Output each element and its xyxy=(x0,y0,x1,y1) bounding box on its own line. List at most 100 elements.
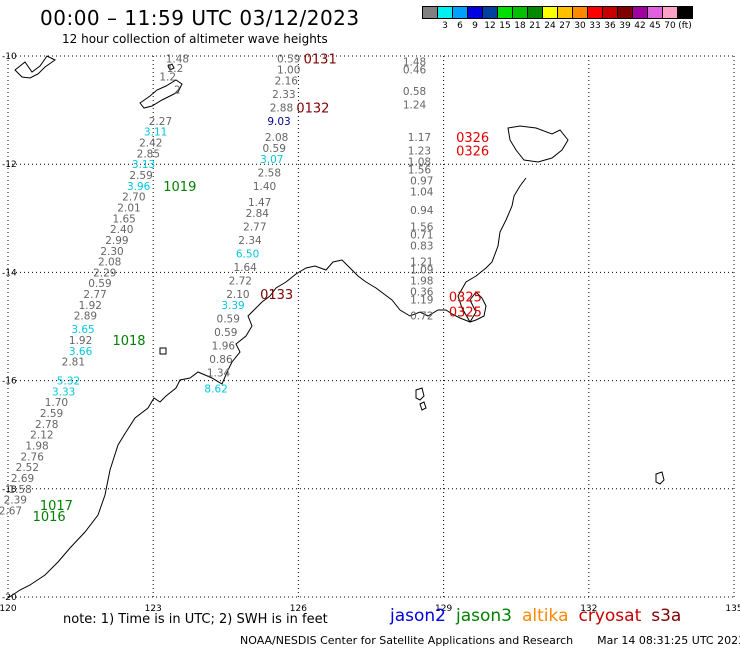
wave-height-value: 2.81 xyxy=(62,357,85,369)
wave-height-value: 2.01 xyxy=(117,202,140,214)
wave-height-value: 1.19 xyxy=(410,294,433,306)
pass-time-label: 1017 xyxy=(40,499,73,514)
latitude-tick-label: -18 xyxy=(2,485,17,495)
coastline-croker-island xyxy=(655,471,665,485)
wave-height-value: 1.48 xyxy=(403,56,426,68)
wave-height-value: 1.09 xyxy=(410,265,433,277)
wave-height-value: 2.40 xyxy=(110,224,133,236)
wave-height-value: 2.52 xyxy=(16,462,39,474)
wave-height-value: 1.96 xyxy=(212,340,236,352)
wave-height-value: 3.65 xyxy=(71,324,94,336)
wave-height-value: 2.39 xyxy=(4,495,27,507)
pass-time-label: 1016 xyxy=(33,510,66,525)
wave-height-labels: 1.481.21.222.273.112.422.853.132.593.962… xyxy=(0,54,434,518)
legend-label: 6 xyxy=(457,21,463,31)
wave-height-value: 1.17 xyxy=(408,132,431,144)
wave-height-value: 0.97 xyxy=(410,175,433,187)
longitude-tick-label: 126 xyxy=(290,604,307,614)
legend-label: 42 xyxy=(634,21,646,31)
wave-height-value: 0.58 xyxy=(403,86,426,98)
longitude-tick-label: 123 xyxy=(145,604,162,614)
wave-height-value: 2.77 xyxy=(243,221,266,233)
legend-label: 24 xyxy=(544,21,556,31)
wave-height-value: 2.70 xyxy=(122,192,145,204)
coastline-islet-c xyxy=(159,347,167,355)
wave-height-value: 1.98 xyxy=(25,441,48,453)
wave-height-value: 2.72 xyxy=(229,276,252,288)
wave-height-value: 1.92 xyxy=(79,300,102,312)
coastline-kimberley xyxy=(7,259,487,599)
wave-height-value: 0.36 xyxy=(410,286,434,298)
legend-label: 27 xyxy=(559,21,571,31)
wave-height-value: 2 xyxy=(174,85,181,97)
wave-height-value: 1.65 xyxy=(112,213,135,225)
pass-time-label: 0325 xyxy=(449,291,482,306)
graticule xyxy=(7,55,735,598)
wave-height-value: 0.94 xyxy=(410,205,434,217)
legend-label: 15 xyxy=(499,21,511,31)
longitude-tick-label: 132 xyxy=(580,604,597,614)
pass-time-label: 1019 xyxy=(163,180,196,195)
latitude-tick-label: -20 xyxy=(2,593,17,603)
legend-label: (ft) xyxy=(678,21,692,31)
latitude-tick-label: -12 xyxy=(2,160,17,170)
wave-height-value: 1.56 xyxy=(408,165,432,177)
legend-label: 9 xyxy=(472,21,478,31)
pass-time-label: 0131 xyxy=(304,53,337,68)
longitude-tick-label: 135 xyxy=(725,604,740,614)
wave-height-value: 9.03 xyxy=(267,116,290,128)
wave-height-value: 1.64 xyxy=(233,262,257,274)
wave-height-value: 0.46 xyxy=(403,65,427,77)
wave-height-value: 1.21 xyxy=(410,257,433,269)
wave-height-value: 0.59 xyxy=(277,54,300,66)
wave-height-value: 1.58 xyxy=(8,484,31,496)
color-legend: 3 6 9 12 15 18 21 24 27 30 33 36 39 42 45 70 (ft) xyxy=(422,6,693,33)
wave-height-value: 3.13 xyxy=(132,159,155,171)
wave-height-value: 1.40 xyxy=(253,181,276,193)
wave-height-value: 0.59 xyxy=(263,143,286,155)
wave-height-value: 1.70 xyxy=(45,397,68,409)
pass-time-label: 0325 xyxy=(449,305,482,320)
legend-label: 33 xyxy=(589,21,601,31)
wave-height-value: 8.62 xyxy=(204,384,227,396)
mission-s3a: s3a xyxy=(651,606,682,626)
wave-height-value: 0.59 xyxy=(214,327,237,339)
wave-height-value: 2.08 xyxy=(265,132,288,144)
mission-jason2: jason2 xyxy=(390,606,446,626)
wave-height-value: 2.08 xyxy=(98,257,121,269)
credit-line: NOAA/NESDIS Center for Satellite Applica… xyxy=(240,634,740,647)
mission-legend: jason2 jason3 altika cryosat s3a xyxy=(390,606,691,626)
pass-time-label: 0326 xyxy=(456,131,489,146)
wave-height-value: 3.96 xyxy=(127,181,151,193)
wave-height-value: 2.89 xyxy=(74,311,97,323)
coastline-timor-small xyxy=(167,63,175,71)
wave-height-value: 2.67 xyxy=(0,505,22,517)
wave-height-value: 2.42 xyxy=(139,138,162,150)
wave-height-value: 3.33 xyxy=(52,386,75,398)
coastline-islet-a xyxy=(415,387,425,401)
pass-time-label: 1018 xyxy=(112,334,145,349)
latitude-tick-label: -10 xyxy=(2,52,17,62)
wave-height-value: 2.85 xyxy=(137,148,160,160)
wave-height-value: 3.11 xyxy=(144,127,167,139)
wave-height-value: 1.04 xyxy=(410,186,434,198)
wave-height-value: 2.34 xyxy=(238,235,262,247)
legend-label: 39 xyxy=(619,21,631,31)
longitude-tick-label: 129 xyxy=(435,604,452,614)
coastline-islet-b xyxy=(419,401,427,411)
wave-height-value: 2.84 xyxy=(246,208,270,220)
coastline-melville-island xyxy=(507,125,569,163)
longitude-tick-label: 120 xyxy=(0,604,17,614)
wave-height-value: 1.47 xyxy=(248,197,271,209)
wave-height-value: 2.59 xyxy=(40,408,63,420)
latitude-tick-label: -14 xyxy=(2,268,17,278)
wave-height-value: 2.77 xyxy=(83,289,106,301)
wave-height-value: 2.69 xyxy=(11,473,34,485)
legend-label-row: 3 6 9 12 15 18 21 24 27 30 33 36 39 42 45 70 (ft) xyxy=(422,19,692,33)
legend-label: 70 xyxy=(664,21,676,31)
wave-height-value: 2.29 xyxy=(93,267,116,279)
coastline-gulf-east xyxy=(457,177,527,323)
mission-altika: altika xyxy=(522,606,569,626)
wave-height-value: 2.27 xyxy=(149,116,172,128)
